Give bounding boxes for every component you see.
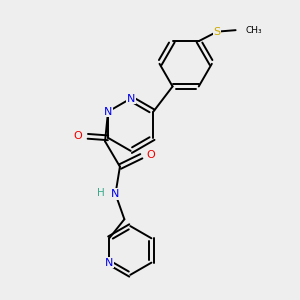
Text: O: O	[74, 131, 82, 141]
Text: N: N	[111, 189, 120, 199]
Text: N: N	[104, 107, 112, 117]
Text: S: S	[214, 27, 221, 37]
Text: CH₃: CH₃	[245, 26, 262, 35]
Text: N: N	[105, 258, 113, 268]
Text: H: H	[97, 188, 105, 197]
Text: N: N	[127, 94, 135, 103]
Text: O: O	[147, 150, 155, 160]
